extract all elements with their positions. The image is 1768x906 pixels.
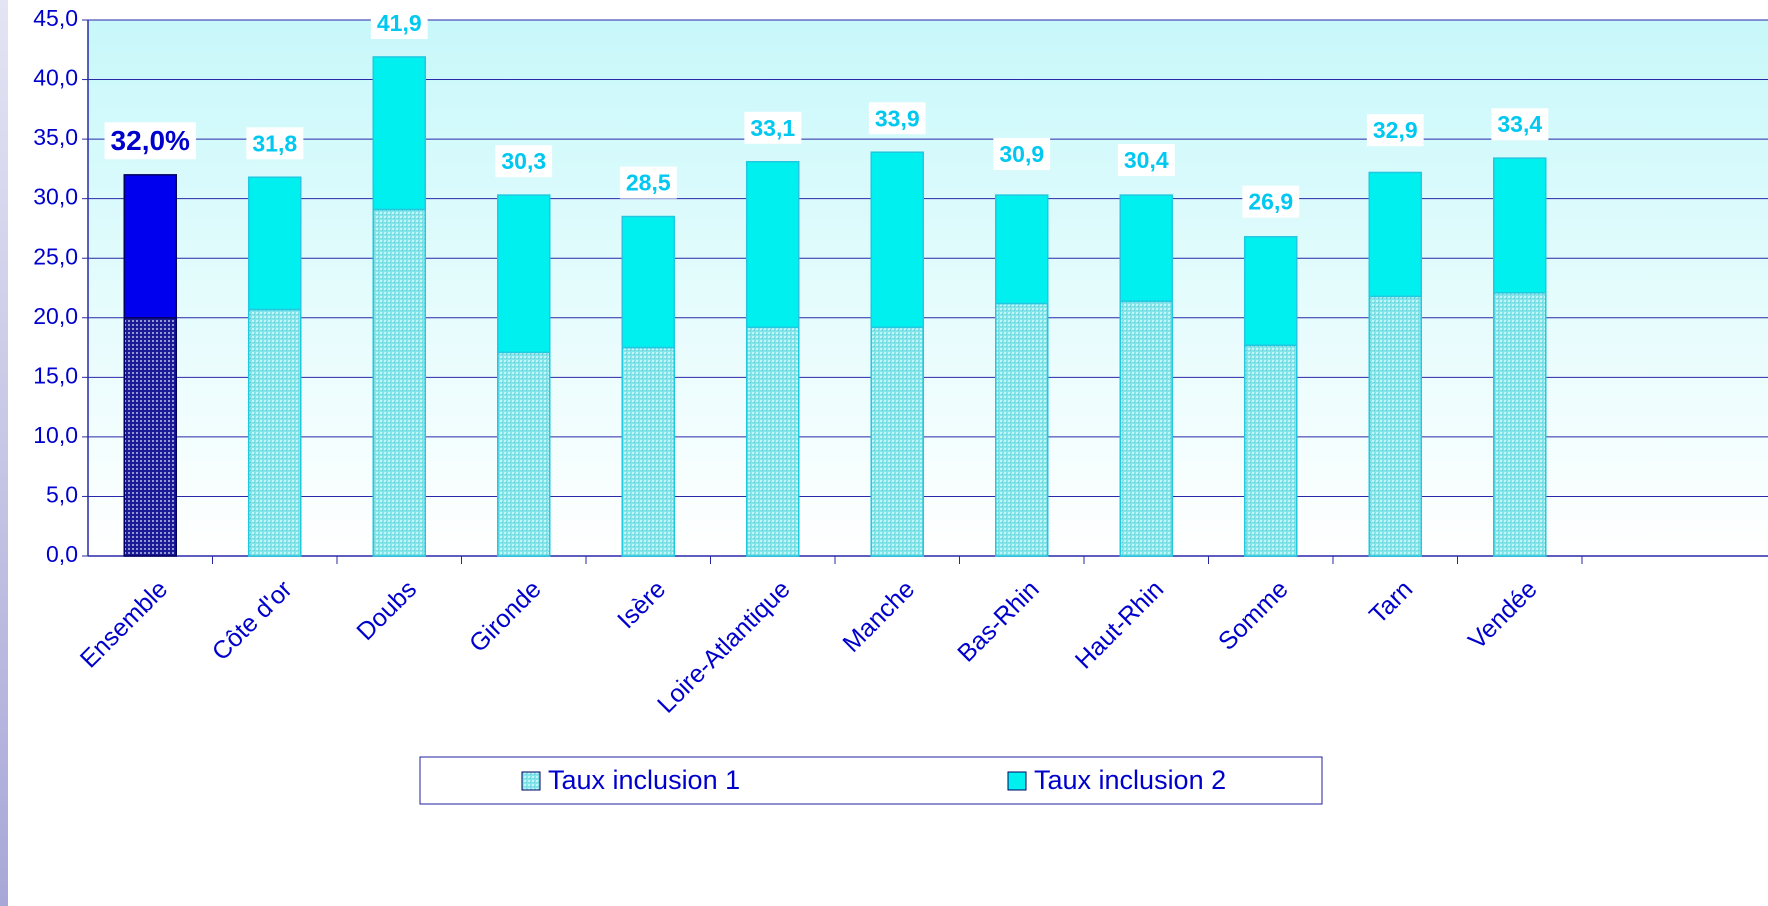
bar-segment [870, 326, 924, 557]
total-label-bg [868, 102, 926, 135]
bar-segment [1119, 194, 1173, 302]
bar-segment [995, 194, 1049, 305]
bar-segment [621, 215, 675, 349]
side-strip [0, 0, 8, 906]
y-tick-label: 10,0 [33, 422, 78, 448]
x-tick-label: Haut-Rhin [1070, 575, 1169, 674]
bar-segment [1493, 292, 1547, 557]
total-label-bg [744, 111, 802, 144]
total-label: 30,3 [501, 148, 546, 174]
bar-segment [995, 302, 1049, 557]
total-label: 30,4 [1124, 147, 1169, 173]
x-tick-label: Loire-Atlantique [652, 575, 796, 719]
bar-segment [746, 326, 800, 557]
y-tick-label: 15,0 [33, 362, 78, 388]
y-tick-label: 40,0 [33, 65, 78, 91]
total-label: 32,0% [111, 125, 190, 156]
x-tick-label: Côte d'or [207, 575, 298, 666]
bar-segment [621, 346, 675, 557]
x-tick-label: Doubs [351, 575, 422, 646]
total-label-bg [1491, 108, 1549, 141]
y-tick-label: 25,0 [33, 243, 78, 269]
x-tick-label: Isère [612, 575, 671, 634]
bar-segment [1119, 300, 1173, 557]
legend-swatch [521, 771, 541, 791]
y-tick-label: 20,0 [33, 303, 78, 329]
total-label-bg [1242, 185, 1300, 218]
bar-segment [497, 194, 551, 354]
bar-segment [1244, 236, 1298, 346]
bar-segment [123, 317, 177, 557]
total-label: 30,9 [999, 141, 1044, 167]
legend-swatch [1007, 771, 1027, 791]
total-label-bg [104, 122, 197, 160]
total-label-bg [495, 145, 553, 178]
total-label: 28,5 [626, 170, 671, 196]
y-tick-label: 0,0 [46, 541, 78, 567]
y-tick-label: 45,0 [33, 5, 78, 31]
plot-area [88, 20, 1768, 556]
x-tick-label: Somme [1213, 575, 1294, 656]
y-tick-label: 35,0 [33, 124, 78, 150]
bar-segment [1368, 171, 1422, 298]
y-tick-label: 5,0 [46, 482, 78, 508]
total-label: 26,9 [1248, 189, 1293, 215]
bar-segment [248, 308, 302, 557]
x-tick-label: Ensemble [75, 575, 173, 673]
x-tick-label: Gironde [464, 575, 547, 658]
total-label-bg [370, 7, 428, 40]
legend-label: Taux inclusion 2 [1034, 765, 1226, 795]
y-tick-label: 30,0 [33, 184, 78, 210]
total-label: 41,9 [377, 10, 422, 36]
total-label: 33,4 [1497, 111, 1542, 137]
total-label-bg [1117, 143, 1175, 176]
bar-segment [248, 176, 302, 311]
bar-segment [1368, 295, 1422, 557]
x-tick-label: Vendée [1463, 575, 1543, 655]
bar-segment [372, 208, 426, 557]
total-label-bg [246, 127, 304, 160]
bar-segment [746, 160, 800, 329]
bar-segment [1244, 344, 1298, 557]
legend-label: Taux inclusion 1 [548, 765, 740, 795]
total-label: 31,8 [252, 130, 297, 156]
total-label-bg [619, 166, 677, 199]
bar-segment [1493, 157, 1547, 294]
total-label-bg [1366, 114, 1424, 147]
bar-segment [870, 151, 924, 329]
total-label-bg [993, 138, 1051, 171]
bar-segment [497, 351, 551, 557]
bar-segment [123, 174, 177, 319]
x-tick-label: Bas-Rhin [952, 575, 1045, 668]
x-tick-label: Manche [837, 575, 920, 658]
x-tick-label: Tarn [1364, 575, 1418, 629]
legend-box [419, 756, 1323, 805]
bar-segment [372, 56, 426, 211]
total-label: 33,9 [875, 105, 920, 131]
total-label: 32,9 [1373, 117, 1418, 143]
total-label: 33,1 [750, 115, 795, 141]
